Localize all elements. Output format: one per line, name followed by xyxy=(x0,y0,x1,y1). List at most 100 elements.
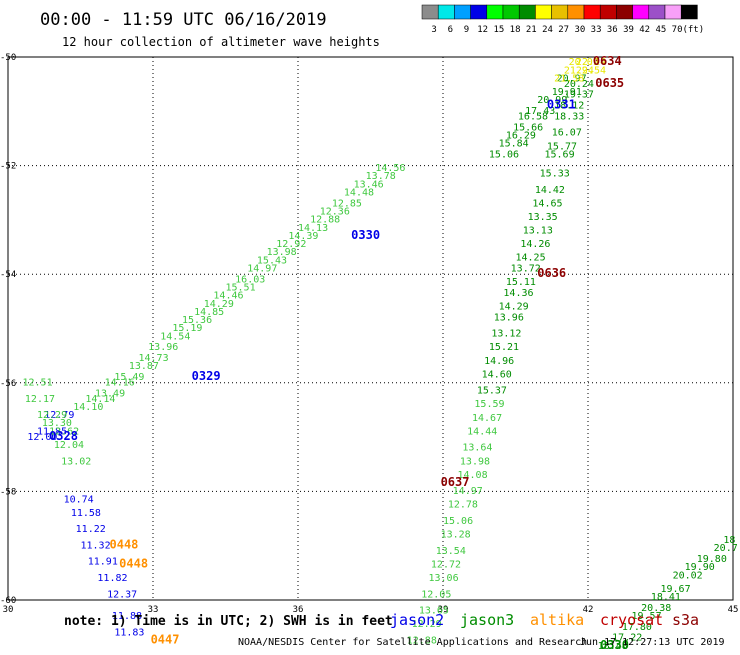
wave-height-point: 15.43 xyxy=(257,255,287,266)
wave-height-point: 13.28 xyxy=(441,530,471,541)
wave-height-point: 13.96 xyxy=(148,342,178,353)
wave-height-point: 12.62 xyxy=(49,426,79,437)
colorbar-label: 70 xyxy=(672,25,683,35)
wave-height-point: 12.85 xyxy=(332,198,362,209)
wave-height-point: 20.7 xyxy=(714,543,738,554)
colorbar-swatch xyxy=(518,4,536,20)
colorbar-label: 36 xyxy=(607,25,618,35)
wave-height-point: 20.02 xyxy=(673,570,703,581)
legend-item-jason3: jason3 xyxy=(460,611,514,629)
wave-height-point: 18.12 xyxy=(554,101,584,112)
wave-height-point: 15.66 xyxy=(513,122,543,133)
wave-height-point: 20.24 xyxy=(564,79,594,90)
wave-height-point: 12.79 xyxy=(44,410,74,421)
pass-time-label: 0635 xyxy=(595,76,624,90)
y-tick-label: -60 xyxy=(0,596,16,606)
wave-height-point: 11.22 xyxy=(76,524,106,535)
legend-item-cryosat: cryosat xyxy=(600,611,663,629)
colorbar-label: 3 xyxy=(431,25,436,35)
wave-height-point: 22.14 xyxy=(576,57,606,68)
x-tick-label: 42 xyxy=(583,605,594,615)
pass-time-label: 0330 xyxy=(351,228,380,242)
pass-time-label: 0637 xyxy=(441,475,470,489)
pass-time-label: 0448 xyxy=(110,537,139,551)
wave-height-point: 11.58 xyxy=(71,508,101,519)
footer-timestamp: Jun 17 12:27:13 UTC 2019 xyxy=(580,637,725,648)
colorbar-swatch xyxy=(599,4,617,20)
wave-height-point: 16.58 xyxy=(518,111,548,122)
wave-height-point: 15.77 xyxy=(547,141,577,152)
wave-height-point: 15.37 xyxy=(477,386,507,397)
grid-lines xyxy=(8,57,733,600)
wave-height-point: 19.90 xyxy=(685,562,715,573)
colorbar-label: (ft) xyxy=(682,25,704,35)
wave-height-point: 14.48 xyxy=(344,187,374,198)
wave-height-point: 12.17 xyxy=(25,394,55,405)
pass-time-label: 0331 xyxy=(547,98,576,112)
wave-height-point: 13.96 xyxy=(494,312,524,323)
wave-height-point: 15.21 xyxy=(489,342,519,353)
plot-frame xyxy=(7,56,734,601)
wave-height-point: 15.51 xyxy=(226,282,256,293)
pass-time-label: 0636 xyxy=(537,266,566,280)
wave-height-point: 21.58 xyxy=(554,73,584,84)
wave-height-point: 12.36 xyxy=(320,206,350,217)
legend: jason2 jason3 altika cryosat s3a xyxy=(390,611,699,629)
wave-height-point: 14.29 xyxy=(499,301,529,312)
time-labels: 0634 0635 0331 0330 0636 0329 0328 0637 0448 0448… xyxy=(49,54,629,652)
wave-height-point: 13.49 xyxy=(95,388,125,399)
wave-height-point: 13.87 xyxy=(129,361,159,372)
wave-height-point: 14.14 xyxy=(85,394,115,405)
wave-height-point: 18.48 xyxy=(598,641,628,650)
wave-height-point: 14.60 xyxy=(482,369,512,380)
wave-height-point: 11.91 xyxy=(88,557,118,568)
colorbar-swatch xyxy=(502,4,520,20)
wave-height-point: 14.73 xyxy=(139,353,169,364)
wave-height-point: 15.06 xyxy=(443,516,473,527)
wave-height-point: 13.98 xyxy=(460,456,490,467)
wave-height-point: 15.36 xyxy=(182,315,212,326)
colorbar-label: 24 xyxy=(542,25,553,35)
wave-height-point: 15.84 xyxy=(499,139,529,150)
y-tick-label: -58 xyxy=(0,487,16,497)
wave-height-point: 17.80 xyxy=(622,622,652,633)
colorbar-label: 30 xyxy=(574,25,585,35)
pass-time-label: 0329 xyxy=(192,369,221,383)
colorbar-swatch xyxy=(583,4,601,20)
wave-height-point: 16.03 xyxy=(235,274,265,285)
wave-height-point: 14.97 xyxy=(453,486,483,497)
wave-height-point: 12.88 xyxy=(310,215,340,226)
colorbar-label: 27 xyxy=(558,25,569,35)
wave-height-point: 13.12 xyxy=(491,329,521,340)
y-tick-label: -54 xyxy=(0,270,16,280)
colorbar-swatch xyxy=(470,4,488,20)
wave-height-point: 16.07 xyxy=(552,128,582,139)
y-tick-label: -56 xyxy=(0,379,16,389)
pass-time-label: 0328 xyxy=(49,429,78,443)
page-title: 00:00 - 11:59 UTC 06/16/2019 xyxy=(40,10,327,30)
colorbar-swatch xyxy=(486,4,504,20)
wave-height-point: 13.98 xyxy=(267,247,297,258)
wave-height-point: 13.02 xyxy=(61,456,91,467)
wave-height-point: 18.33 xyxy=(554,111,584,122)
wave-height-point: 14.46 xyxy=(213,291,243,302)
wave-height-point: 14.10 xyxy=(73,402,103,413)
wave-height-point: 11.85 xyxy=(37,426,67,437)
pass-time-label: 0447 xyxy=(151,632,180,646)
colorbar-swatch xyxy=(664,4,682,20)
colorbar-label: 33 xyxy=(591,25,602,35)
colorbar: 3 6 9 12 15 18 21 24 27 30 33 36 39 42 45 70 (ft) xyxy=(421,4,704,35)
wave-height-point: 15.19 xyxy=(172,323,202,334)
colorbar-swatch xyxy=(454,4,471,20)
colorbar-label: 6 xyxy=(448,25,453,35)
wave-height-point: 14.56 xyxy=(375,163,405,174)
wave-height-point: 13.46 xyxy=(354,179,384,190)
wave-height-point: 12.78 xyxy=(448,500,478,511)
wave-height-point: 14.54 xyxy=(160,331,190,342)
wave-height-point: 12.37 xyxy=(107,589,137,600)
wave-height-point: 12.92 xyxy=(276,239,306,250)
wave-height-point: 20.09 xyxy=(569,57,599,68)
pass-time-label: 0330 xyxy=(600,638,629,650)
colorbar-swatch xyxy=(421,4,439,20)
